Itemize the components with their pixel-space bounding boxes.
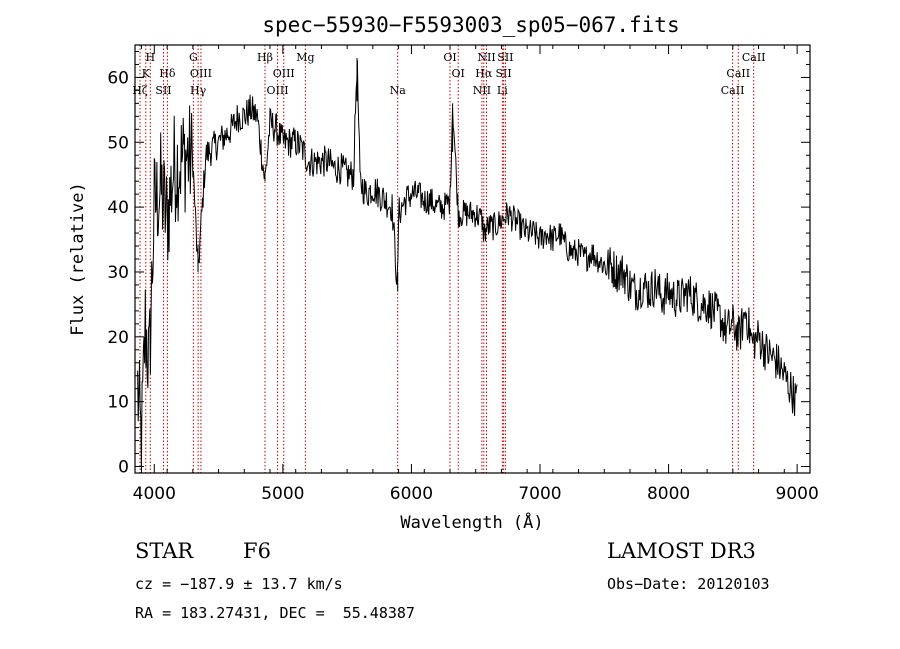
x-tick-label: 4000 (133, 484, 176, 504)
sky-coordinates: RA = 183.27431, DEC = 55.48387 (135, 604, 415, 622)
line-label: OIII (273, 67, 295, 80)
line-label: Li (497, 84, 508, 97)
line-label: OI (452, 67, 465, 80)
x-tick-label: 7000 (518, 484, 561, 504)
x-tick-label: 9000 (776, 484, 819, 504)
line-label: Hγ (190, 84, 207, 97)
spectrum-line (137, 58, 798, 470)
line-label: SII (497, 51, 513, 64)
line-label: K (142, 67, 151, 80)
spectral-line-markers: HζKHSIIHδGHγOIIIHβOIIIOIIIMgNaOIOINIIHαN… (132, 45, 766, 473)
line-label: G (189, 51, 198, 64)
plot-frame (134, 44, 811, 474)
redshift-velocity: cz = −187.9 ± 13.7 km/s (135, 575, 343, 593)
line-label: CaII (742, 51, 766, 64)
y-axis-label: Flux (relative) (68, 182, 88, 336)
line-label: H (146, 51, 156, 64)
y-tick-label: 20 (107, 328, 129, 348)
axis-ticks: 4000 5000 6000 7000 8000 9000 0 10 20 30 40 50 60 (107, 45, 819, 504)
y-tick-label: 50 (107, 133, 129, 153)
survey-name: LAMOST DR3 (607, 539, 756, 563)
line-label: NII (473, 84, 491, 97)
object-class: STAR (135, 539, 194, 563)
x-tick-label: 6000 (390, 484, 433, 504)
y-tick-label: 10 (107, 393, 129, 413)
x-axis-label: Wavelength (Å) (400, 511, 543, 533)
line-label: Mg (296, 51, 314, 64)
line-label: NII (477, 51, 495, 64)
line-label: Hδ (159, 67, 176, 80)
line-label: Hα (475, 67, 493, 80)
x-tick-label: 8000 (647, 484, 690, 504)
line-label: OIII (190, 67, 212, 80)
line-label: SII (155, 84, 171, 97)
line-label: OIII (267, 84, 289, 97)
line-label: CaII (726, 67, 750, 80)
line-label: CaII (721, 84, 745, 97)
object-subclass: F6 (243, 539, 271, 563)
line-label: OI (443, 51, 456, 64)
line-label: Na (390, 84, 407, 97)
y-tick-label: 60 (107, 68, 129, 88)
y-tick-label: 40 (107, 198, 129, 218)
line-label: SII (495, 67, 511, 80)
line-label: Hζ (132, 84, 148, 97)
x-tick-label: 5000 (261, 484, 304, 504)
observation-date: Obs−Date: 20120103 (607, 575, 770, 593)
y-tick-label: 30 (107, 263, 129, 283)
y-tick-label: 0 (118, 458, 129, 478)
chart-title: spec−55930−F5593003_sp05−067.fits (262, 13, 679, 37)
line-label: Hβ (257, 51, 273, 64)
